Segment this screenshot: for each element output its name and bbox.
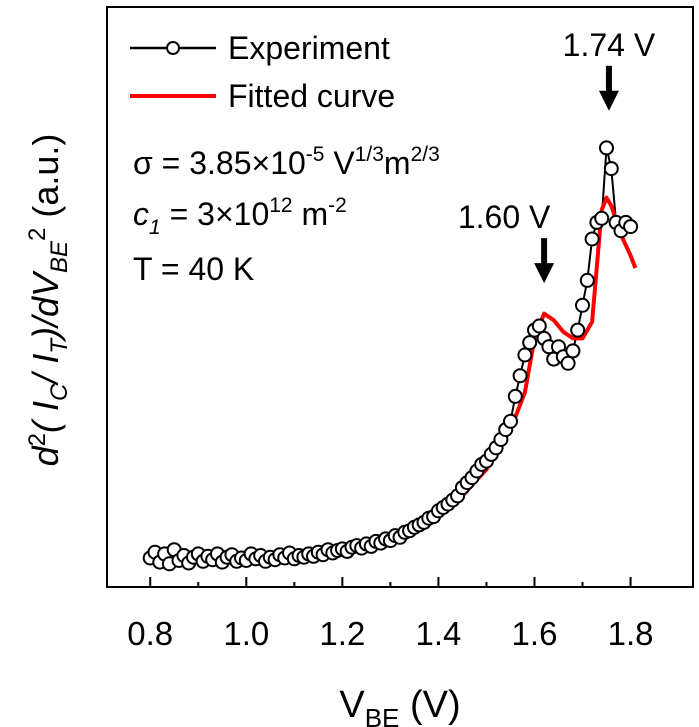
x-tick-label: 1.8 — [608, 615, 654, 652]
legend: Experiment Fitted curve — [130, 30, 395, 114]
experiment-point — [603, 161, 619, 177]
x-tick-label: 1.4 — [415, 615, 461, 652]
x-axis-label: VBE (V) — [339, 684, 460, 727]
series-layer — [142, 140, 639, 572]
temperature-annotation: T = 40 K — [133, 251, 254, 287]
x-tick-label: 1.2 — [319, 615, 365, 652]
plot-frame — [106, 6, 694, 588]
x-tick-label: 1.0 — [223, 615, 269, 652]
experiment-point — [584, 231, 600, 247]
experiment-point — [623, 219, 639, 235]
sigma-annotation: σ = 3.85×10-5 V1/3m2/3 — [133, 143, 440, 181]
peak-arrow-1-74 — [598, 65, 619, 111]
experiment-point — [517, 347, 533, 363]
peak-arrow-head — [534, 263, 555, 284]
x-tick-label: 1.6 — [512, 615, 558, 652]
c1-annotation: c1 = 3×1012 m-2 — [133, 194, 347, 239]
peak-label-1-74: 1.74 V — [563, 27, 656, 63]
experiment-point — [503, 413, 518, 429]
x-axis-ticks: 0.8 1.0 1.2 1.4 1.6 1.8 — [127, 577, 653, 652]
experiment-point — [522, 335, 538, 351]
peak-label-1-60: 1.60 V — [458, 199, 551, 235]
experiment-point — [565, 343, 581, 359]
experiment-point — [512, 368, 528, 384]
x-tick-label: 0.8 — [127, 615, 173, 652]
experiment-point — [599, 140, 614, 156]
peak-arrow-1-60 — [534, 238, 555, 284]
experiment-point — [560, 355, 576, 371]
experiment-point — [507, 388, 523, 404]
legend-experiment-label: Experiment — [228, 30, 390, 66]
legend-experiment-marker — [166, 41, 180, 55]
peak-arrow-head — [598, 90, 619, 111]
legend-fitted-label: Fitted curve — [228, 78, 395, 114]
y-axis-label: d2( IC/ IT)/dVBE2 (a.u.) — [24, 134, 73, 467]
experiment-point — [570, 322, 586, 338]
experiment-point — [575, 297, 590, 313]
experiment-point — [531, 318, 547, 334]
experiment-point — [579, 272, 595, 288]
experiment-point — [594, 210, 610, 226]
